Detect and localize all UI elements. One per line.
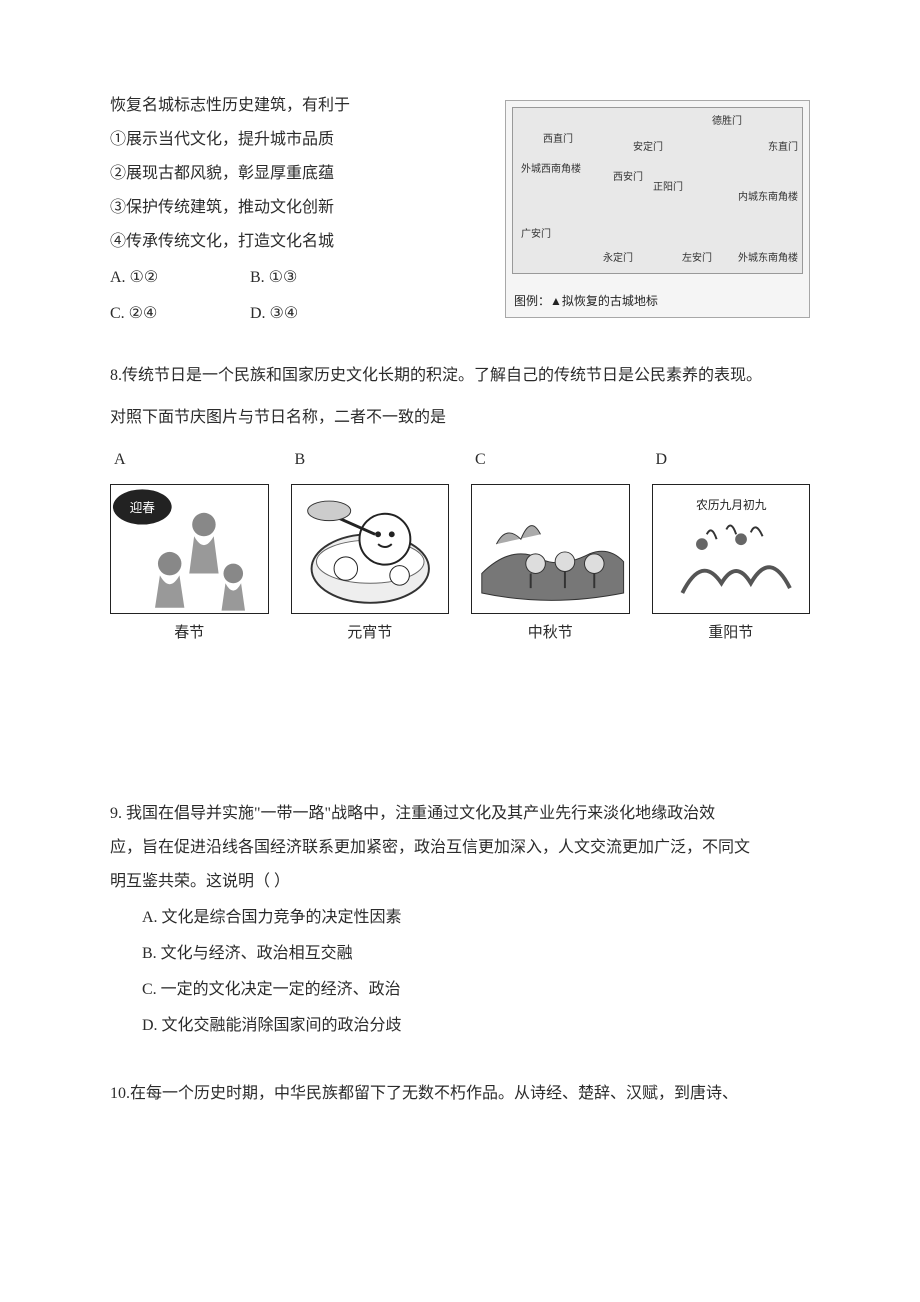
q7-option-a: A. ①② (110, 262, 190, 294)
festival-letter: D (652, 444, 811, 476)
q10-block: 10.在每一个历史时期，中华民族都留下了无数不朽作品。从诗经、楚辞、汉赋，到唐诗… (110, 1078, 810, 1110)
festival-col-d: 农历九月初九 重阳节 (652, 484, 811, 648)
festival-letter: A (110, 444, 269, 476)
q9-stem: 应，旨在促进沿线各国经济联系更加紧密，政治互信更加深入，人文交流更加广泛，不同文 (110, 832, 810, 864)
map-label: 西安门 (613, 168, 643, 188)
festival-letter: B (291, 444, 450, 476)
map-label: 正阳门 (653, 178, 683, 198)
q9-stem: 9. 我国在倡导并实施"一带一路"战略中，注重通过文化及其产业先行来淡化地缘政治… (110, 798, 810, 830)
q8-stem: 对照下面节庆图片与节日名称，二者不一致的是 (110, 402, 810, 434)
q7-option-b: B. ①③ (250, 262, 330, 294)
q8-stem: 8.传统节日是一个民族和国家历史文化长期的积淀。了解自己的传统节日是公民素养的表… (110, 360, 810, 392)
festival-caption: 重阳节 (652, 618, 811, 648)
q9-option-d: D. 文化交融能消除国家间的政治分歧 (142, 1010, 810, 1042)
map-label: 广安门 (521, 225, 551, 245)
spacer (110, 648, 810, 768)
map-label: 德胜门 (712, 112, 742, 132)
q9-option-b: B. 文化与经济、政治相互交融 (142, 938, 810, 970)
city-map-figure: 德胜门 西直门 安定门 东直门 外城西南角楼 西安门 正阳门 内城东南角楼 广安… (505, 100, 810, 318)
festival-caption: 元宵节 (291, 618, 450, 648)
festival-col-c: 中秋节 (471, 484, 630, 648)
map-legend: 图例：▲拟恢复的古城地标 (514, 289, 658, 313)
map-label: 安定门 (633, 138, 663, 158)
festival-image-chongyang: 农历九月初九 (652, 484, 811, 614)
q7-option-row: A. ①② B. ①③ (110, 262, 485, 294)
spring-banner-text: 迎春 (130, 501, 156, 515)
q7-option-d: D. ③④ (250, 298, 330, 330)
festival-caption: 春节 (110, 618, 269, 648)
festival-caption: 中秋节 (471, 618, 630, 648)
map-label: 左安门 (682, 249, 712, 269)
map-label: 外城西南角楼 (521, 160, 581, 180)
festival-col-a: 迎春 春节 (110, 484, 269, 648)
svg-text:农历九月初九: 农历九月初九 (696, 498, 767, 512)
q8-block: 8.传统节日是一个民族和国家历史文化长期的积淀。了解自己的传统节日是公民素养的表… (110, 360, 810, 648)
map-label: 永定门 (603, 249, 633, 269)
map-label: 西直门 (543, 130, 573, 150)
festival-image-spring: 迎春 (110, 484, 269, 614)
map-label: 外城东南角楼 (738, 249, 798, 269)
festival-col-b: 元宵节 (291, 484, 450, 648)
q9-option-a: A. 文化是综合国力竞争的决定性因素 (142, 902, 810, 934)
festival-letter: C (471, 444, 630, 476)
festival-letter-row: A B C D (110, 444, 810, 476)
festival-image-lantern (291, 484, 450, 614)
festival-image-row: 迎春 春节 (110, 484, 810, 648)
festival-image-midautumn (471, 484, 630, 614)
q7-option-c: C. ②④ (110, 298, 190, 330)
q7-block: 德胜门 西直门 安定门 东直门 外城西南角楼 西安门 正阳门 内城东南角楼 广安… (110, 90, 810, 330)
q9-option-c: C. 一定的文化决定一定的经济、政治 (142, 974, 810, 1006)
q9-stem: 明互鉴共荣。这说明（ ） (110, 866, 810, 898)
city-map-inner: 德胜门 西直门 安定门 东直门 外城西南角楼 西安门 正阳门 内城东南角楼 广安… (512, 107, 803, 274)
q10-stem: 10.在每一个历史时期，中华民族都留下了无数不朽作品。从诗经、楚辞、汉赋，到唐诗… (110, 1078, 810, 1110)
q9-options: A. 文化是综合国力竞争的决定性因素 B. 文化与经济、政治相互交融 C. 一定… (142, 902, 810, 1042)
map-label: 东直门 (768, 138, 798, 158)
map-label: 内城东南角楼 (738, 188, 798, 208)
q7-option-row: C. ②④ D. ③④ (110, 298, 485, 330)
q9-block: 9. 我国在倡导并实施"一带一路"战略中，注重通过文化及其产业先行来淡化地缘政治… (110, 798, 810, 1042)
